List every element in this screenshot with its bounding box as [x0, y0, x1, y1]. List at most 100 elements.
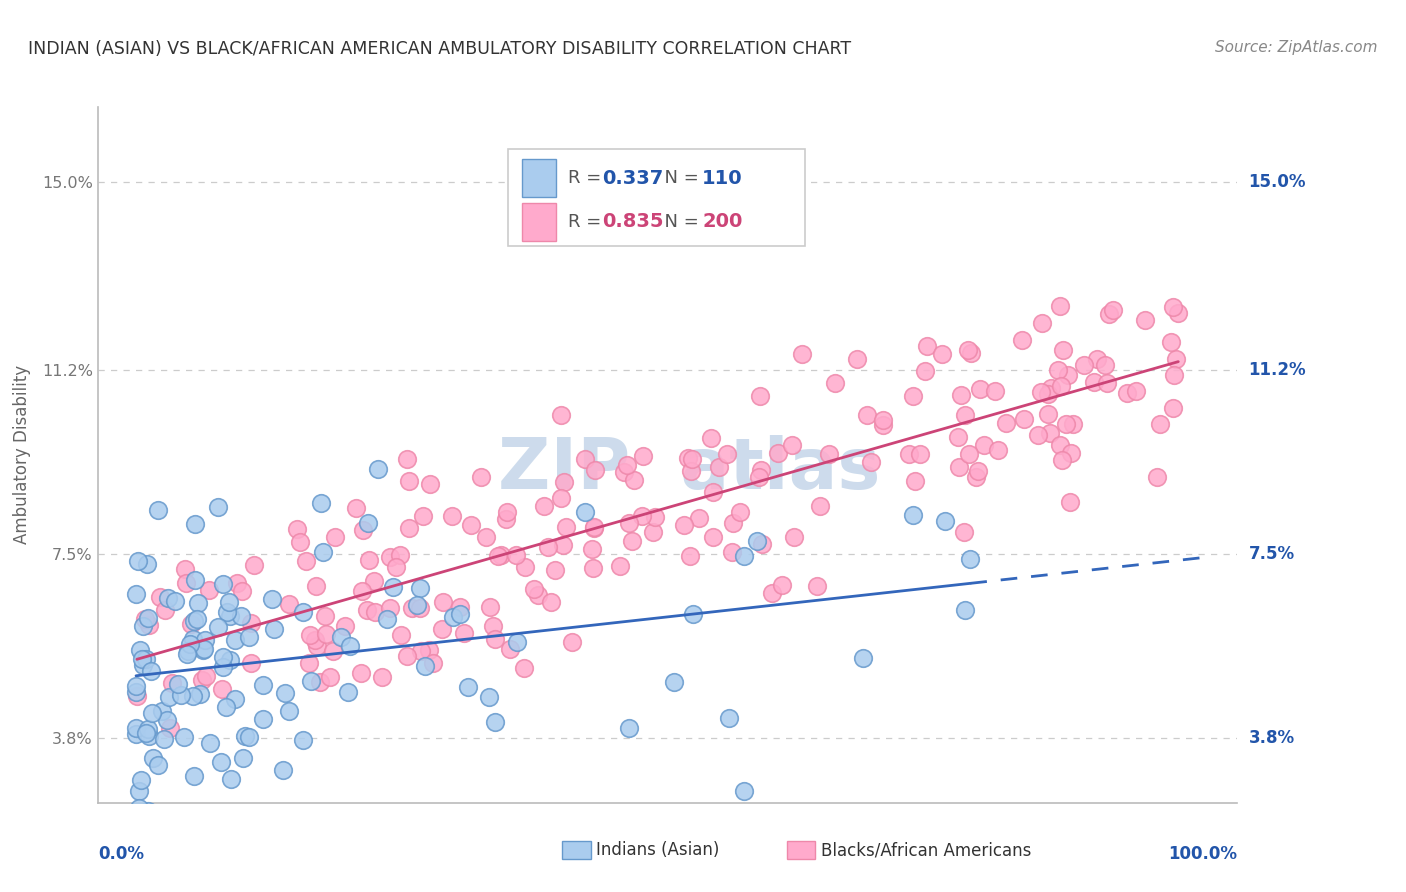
- Point: [1049, 299, 1071, 313]
- Point: [544, 563, 567, 577]
- Point: [1012, 411, 1035, 425]
- Point: [207, 620, 229, 634]
- Point: [505, 548, 527, 562]
- Point: [167, 677, 190, 691]
- Point: [953, 603, 976, 617]
- Point: [716, 446, 738, 460]
- Point: [872, 413, 894, 427]
- Point: [852, 651, 875, 665]
- Point: [314, 609, 336, 624]
- Point: [224, 692, 246, 706]
- Point: [138, 617, 160, 632]
- Point: [322, 644, 344, 658]
- Point: [190, 673, 212, 687]
- FancyBboxPatch shape: [522, 202, 557, 241]
- Point: [561, 635, 583, 649]
- Point: [125, 727, 148, 741]
- Point: [1073, 358, 1095, 372]
- Y-axis label: Ambulatory Disability: Ambulatory Disability: [13, 366, 31, 544]
- Point: [581, 542, 603, 557]
- Point: [218, 595, 240, 609]
- Point: [412, 508, 434, 523]
- Point: [733, 784, 755, 798]
- Text: N =: N =: [652, 169, 704, 187]
- Point: [153, 603, 176, 617]
- Point: [1083, 375, 1105, 389]
- Point: [1050, 379, 1073, 393]
- Point: [953, 525, 976, 540]
- Point: [1049, 438, 1071, 452]
- Point: [1125, 384, 1147, 398]
- Point: [135, 726, 157, 740]
- Point: [356, 603, 378, 617]
- Point: [274, 686, 297, 700]
- Point: [125, 690, 148, 704]
- Point: [350, 584, 373, 599]
- Point: [453, 626, 475, 640]
- Text: ZIP  atlas: ZIP atlas: [498, 435, 880, 504]
- Point: [344, 501, 367, 516]
- Text: 0.835: 0.835: [602, 212, 664, 231]
- Text: R =: R =: [568, 169, 606, 187]
- Point: [304, 632, 326, 647]
- Point: [808, 500, 831, 514]
- Point: [219, 608, 242, 623]
- Point: [1040, 381, 1063, 395]
- Point: [460, 518, 482, 533]
- Point: [211, 659, 233, 673]
- Point: [195, 669, 218, 683]
- Point: [277, 597, 299, 611]
- Point: [176, 647, 198, 661]
- Point: [609, 558, 631, 573]
- Point: [733, 549, 755, 564]
- Point: [132, 619, 155, 633]
- Point: [409, 582, 432, 596]
- Point: [1094, 359, 1116, 373]
- Point: [1163, 368, 1185, 383]
- Point: [495, 512, 517, 526]
- Point: [721, 544, 744, 558]
- Point: [537, 540, 560, 554]
- Point: [1085, 351, 1108, 366]
- Point: [129, 643, 152, 657]
- Point: [1029, 384, 1052, 399]
- Point: [398, 474, 420, 488]
- Point: [215, 700, 238, 714]
- Text: 0.0%: 0.0%: [98, 845, 145, 863]
- Point: [855, 409, 877, 423]
- Point: [960, 345, 983, 359]
- Point: [156, 713, 179, 727]
- Point: [418, 643, 440, 657]
- Point: [305, 578, 328, 592]
- Point: [305, 639, 328, 653]
- Point: [749, 462, 772, 476]
- Point: [207, 500, 229, 515]
- Point: [128, 784, 150, 798]
- Point: [496, 505, 519, 519]
- Point: [662, 675, 685, 690]
- Point: [395, 648, 418, 663]
- Point: [766, 446, 789, 460]
- Point: [817, 446, 839, 460]
- Point: [335, 619, 357, 633]
- Point: [128, 800, 150, 814]
- Point: [184, 517, 207, 532]
- Point: [378, 549, 401, 564]
- Text: 200: 200: [702, 212, 742, 231]
- Point: [219, 772, 242, 787]
- Text: Source: ZipAtlas.com: Source: ZipAtlas.com: [1215, 40, 1378, 55]
- Point: [173, 730, 195, 744]
- Point: [533, 499, 555, 513]
- Point: [299, 674, 322, 689]
- Point: [240, 616, 263, 631]
- Point: [240, 656, 263, 670]
- Point: [1167, 306, 1189, 320]
- Point: [198, 736, 221, 750]
- Point: [135, 652, 157, 666]
- Point: [641, 525, 664, 540]
- Point: [908, 447, 931, 461]
- Point: [551, 538, 574, 552]
- Point: [1031, 316, 1053, 330]
- Point: [1011, 333, 1033, 347]
- Point: [523, 582, 546, 597]
